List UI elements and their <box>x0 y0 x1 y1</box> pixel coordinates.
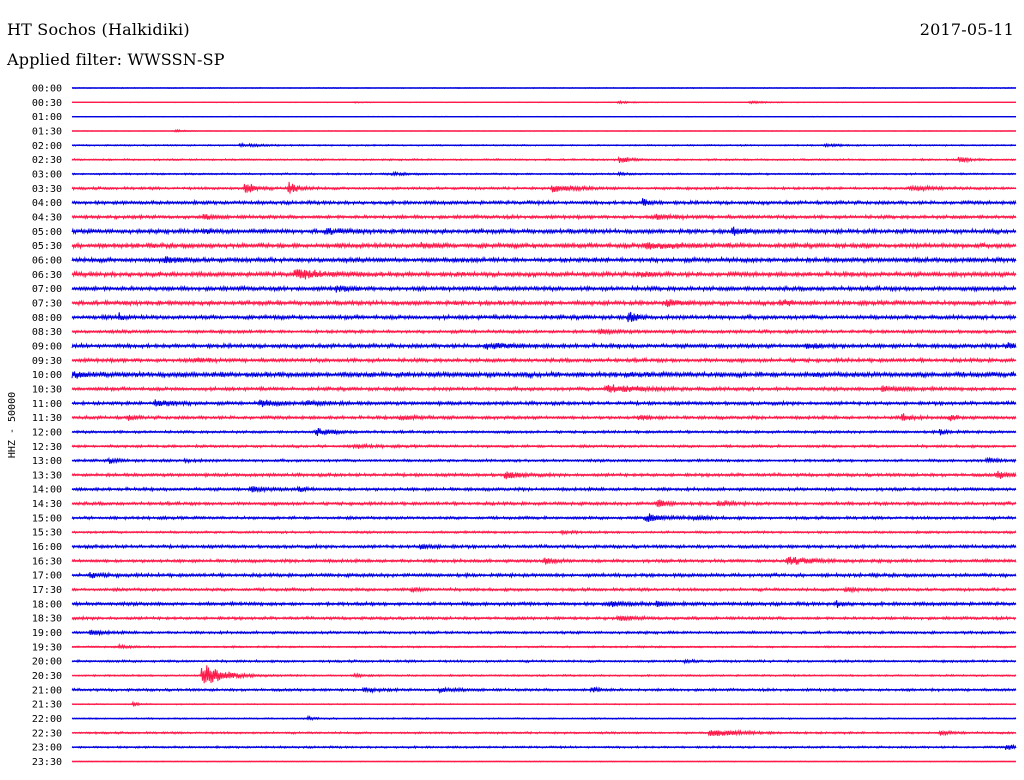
time-label: 21:30 <box>32 700 62 711</box>
record-date: 2017-05-11 <box>919 20 1014 39</box>
time-label: 13:00 <box>32 456 62 467</box>
time-label: 20:30 <box>32 671 62 682</box>
time-label: 04:00 <box>32 198 62 209</box>
time-label: 08:00 <box>32 313 62 324</box>
time-labels: 00:00 00:30 01:00 01:30 02:00 02:30 03:00 03:30… <box>32 84 62 769</box>
time-label: 06:30 <box>32 270 62 281</box>
time-label: 13:30 <box>32 470 62 481</box>
time-label: 09:30 <box>32 356 62 367</box>
time-label: 07:00 <box>32 284 62 295</box>
time-label: 05:30 <box>32 241 62 252</box>
time-label: 18:00 <box>32 599 62 610</box>
time-label: 06:00 <box>32 255 62 266</box>
time-label: 03:30 <box>32 184 62 195</box>
time-label: 00:30 <box>32 98 62 109</box>
time-label: 03:00 <box>32 169 62 180</box>
time-label: 02:00 <box>32 141 62 152</box>
time-label: 04:30 <box>32 212 62 223</box>
y-axis-label: HHZ - 50000 <box>7 392 18 458</box>
time-label: 14:30 <box>32 499 62 510</box>
filter-label: Applied filter: WWSSN-SP <box>7 50 225 69</box>
time-label: 17:00 <box>32 571 62 582</box>
time-label: 10:00 <box>32 370 62 381</box>
time-label: 09:00 <box>32 341 62 352</box>
time-label: 17:30 <box>32 585 62 596</box>
time-label: 00:00 <box>32 84 62 95</box>
time-label: 15:00 <box>32 513 62 524</box>
time-label: 05:00 <box>32 227 62 238</box>
time-label: 14:00 <box>32 485 62 496</box>
time-label: 02:30 <box>32 155 62 166</box>
time-label: 19:00 <box>32 628 62 639</box>
time-label: 08:30 <box>32 327 62 338</box>
traces-layer <box>71 86 1017 763</box>
time-label: 20:00 <box>32 657 62 668</box>
time-label: 23:30 <box>32 757 62 768</box>
time-label: 01:00 <box>32 112 62 123</box>
time-label: 23:00 <box>32 743 62 754</box>
time-label: 15:30 <box>32 528 62 539</box>
time-label: 12:30 <box>32 442 62 453</box>
trace-2030 <box>71 665 1017 684</box>
time-label: 11:30 <box>32 413 62 424</box>
time-label: 10:30 <box>32 384 62 395</box>
time-label: 07:30 <box>32 298 62 309</box>
time-label: 16:00 <box>32 542 62 553</box>
time-label: 12:00 <box>32 427 62 438</box>
time-label: 21:00 <box>32 685 62 696</box>
time-label: 11:00 <box>32 399 62 410</box>
time-label: 19:30 <box>32 642 62 653</box>
time-label: 16:30 <box>32 556 62 567</box>
station-title: HT Sochos (Halkidiki) <box>7 20 190 39</box>
time-label: 01:30 <box>32 126 62 137</box>
time-label: 22:00 <box>32 714 62 725</box>
time-label: 18:30 <box>32 614 62 625</box>
time-label: 22:30 <box>32 728 62 739</box>
